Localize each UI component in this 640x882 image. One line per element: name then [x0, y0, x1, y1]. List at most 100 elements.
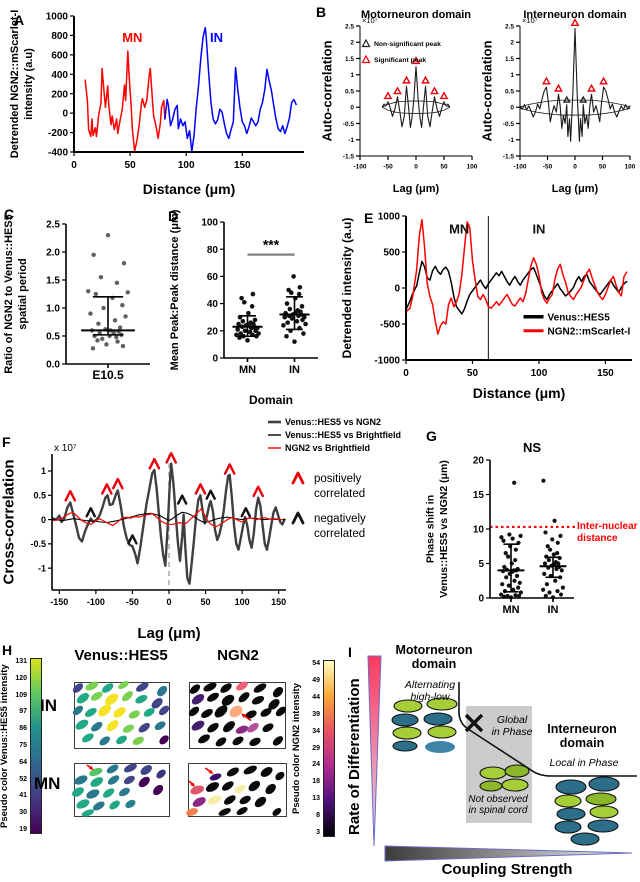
- svg-text:Non-significant peak: Non-significant peak: [374, 41, 441, 48]
- coupling-strength-label: Coupling Strength: [441, 861, 573, 878]
- svg-text:-100: -100: [353, 164, 366, 171]
- svg-text:Domain: Domain: [249, 393, 293, 407]
- svg-text:1.5: 1.5: [505, 56, 514, 63]
- colorbar-tick: 8: [316, 812, 320, 820]
- svg-text:100: 100: [178, 160, 195, 171]
- svg-text:IN: IN: [289, 364, 300, 376]
- svg-text:0: 0: [403, 368, 409, 379]
- svg-text:distance: distance: [577, 533, 618, 544]
- hes5-colorbar-label: Pseudo color Venus::HES5 intensity: [0, 664, 10, 828]
- svg-text:400: 400: [51, 70, 68, 81]
- colorbar-tick: 18: [312, 778, 320, 786]
- svg-text:Lag (μm): Lag (μm): [393, 183, 440, 195]
- svg-text:0.5: 0.5: [33, 491, 46, 501]
- svg-text:positively: positively: [314, 473, 362, 485]
- svg-text:NGN2::mScarlet-I: NGN2::mScarlet-I: [548, 326, 631, 337]
- colorbar-tick: 39: [312, 710, 320, 718]
- svg-text:600: 600: [51, 50, 68, 61]
- svg-text:***: ***: [263, 237, 280, 253]
- svg-text:Inter-nuclear: Inter-nuclear: [577, 521, 638, 532]
- svg-text:-1: -1: [348, 137, 354, 144]
- colorbar-tick: 29: [312, 744, 320, 752]
- svg-text:IN: IN: [548, 604, 559, 616]
- svg-text:50: 50: [125, 160, 137, 171]
- svg-text:100: 100: [625, 164, 636, 171]
- colorbar-tick: 86: [19, 725, 27, 733]
- svg-text:2: 2: [350, 40, 354, 47]
- svg-text:-0.5: -0.5: [503, 121, 515, 128]
- svg-text:200: 200: [51, 89, 68, 100]
- panel-c-label: C: [4, 206, 15, 222]
- hes5-column-title: Venus::HES5: [74, 647, 168, 664]
- svg-text:spatial period: spatial period: [17, 258, 29, 330]
- svg-text:1: 1: [350, 72, 354, 79]
- colorbar-tick: 120: [15, 674, 27, 682]
- colorbar-tick: 34: [312, 727, 320, 735]
- svg-text:2.0: 2.0: [46, 248, 60, 259]
- svg-text:NGN2 vs Brightfield: NGN2 vs Brightfield: [285, 443, 370, 453]
- chart-autocorrelation-motorneuron: 2.5 2 1.5 1 0.5 0 -0.5 -1 -1.5 -100 -50 0 50 100 Lag (…: [320, 9, 478, 195]
- ngn2-colorbar: 54 49 44 39 34 29 24 18 13 8 3: [304, 660, 335, 837]
- svg-text:correlated: correlated: [314, 528, 365, 540]
- panel-d-label: D: [168, 208, 179, 224]
- svg-text:negatively: negatively: [314, 513, 366, 525]
- micrograph-mn-hes5: [72, 763, 170, 817]
- svg-text:0: 0: [62, 109, 68, 120]
- svg-text:150: 150: [234, 160, 251, 171]
- ngn2-colorbar-gradient: [323, 660, 335, 837]
- svg-text:150: 150: [271, 597, 286, 607]
- svg-text:0: 0: [394, 284, 400, 295]
- colorbar-tick: 131: [15, 658, 27, 665]
- svg-text:150: 150: [597, 368, 614, 379]
- chart-detrended-intensity: -1000 -500 0 500 1000 0 50 100 150 Distance (μm) D…: [340, 212, 632, 401]
- svg-text:40: 40: [207, 299, 219, 310]
- svg-text:1.0: 1.0: [46, 304, 60, 315]
- svg-text:Auto-correlation: Auto-correlation: [480, 40, 495, 141]
- micrograph-in-ngn2: [188, 681, 287, 749]
- micrograph-mn-ngn2: [186, 763, 287, 817]
- svg-text:Venus::HES5 vs Brightfield: Venus::HES5 vs Brightfield: [285, 430, 401, 440]
- svg-text:80: 80: [207, 245, 219, 256]
- svg-text:5: 5: [478, 559, 484, 570]
- svg-text:-0.5: -0.5: [30, 539, 46, 549]
- svg-text:2.5: 2.5: [345, 23, 354, 30]
- svg-text:0: 0: [573, 164, 577, 171]
- svg-text:100: 100: [531, 368, 548, 379]
- svg-text:-500: -500: [380, 320, 400, 331]
- svg-text:Significant peak: Significant peak: [374, 57, 426, 64]
- svg-text:Interneuron domain: Interneuron domain: [523, 9, 627, 21]
- hes5-colorbar: 131 120 109 97 86 75 64 52 41 30 19: [11, 658, 42, 834]
- svg-text:Distance (μm): Distance (μm): [143, 181, 236, 197]
- svg-text:x 10⁷: x 10⁷: [54, 443, 77, 454]
- svg-text:Lag (μm): Lag (μm): [137, 625, 200, 642]
- svg-text:-1.5: -1.5: [503, 153, 515, 160]
- svg-text:-1.5: -1.5: [343, 153, 355, 160]
- svg-text:Motorneuron domain: Motorneuron domain: [361, 9, 471, 21]
- svg-text:Phase shift in: Phase shift in: [424, 495, 436, 563]
- micrograph-in-hes5: [72, 681, 170, 749]
- svg-text:0: 0: [166, 597, 171, 607]
- svg-text:0.5: 0.5: [46, 332, 60, 343]
- svg-text:-150: -150: [50, 597, 68, 607]
- svg-text:Distance (μm): Distance (μm): [473, 385, 566, 401]
- svg-text:-1: -1: [38, 563, 46, 573]
- rate-of-differentiation-label: Rate of Differentiation: [346, 678, 363, 836]
- svg-text:0: 0: [41, 515, 46, 525]
- svg-text:MN: MN: [502, 604, 519, 616]
- panel-a-label: A: [14, 12, 25, 28]
- panel-i-label: I: [348, 644, 352, 660]
- svg-text:0: 0: [350, 105, 354, 112]
- svg-text:0.5: 0.5: [345, 88, 354, 95]
- global-in-phase-label: Global in Phase: [491, 714, 533, 738]
- colorbar-tick: 54: [312, 660, 320, 667]
- chart-spatial-period-ratio: E10.5 0.0 0.5 1.0 1.5 2.0 2.5 Ratio of NGN2 to …: [3, 214, 150, 382]
- panel-f-label: F: [2, 434, 11, 450]
- svg-text:-1: -1: [508, 137, 514, 144]
- row-label-in: IN: [40, 696, 57, 715]
- svg-text:50: 50: [599, 164, 607, 171]
- colorbar-tick: 109: [15, 691, 27, 699]
- colorbar-tick: 52: [19, 775, 27, 783]
- model-diagram: [367, 655, 637, 862]
